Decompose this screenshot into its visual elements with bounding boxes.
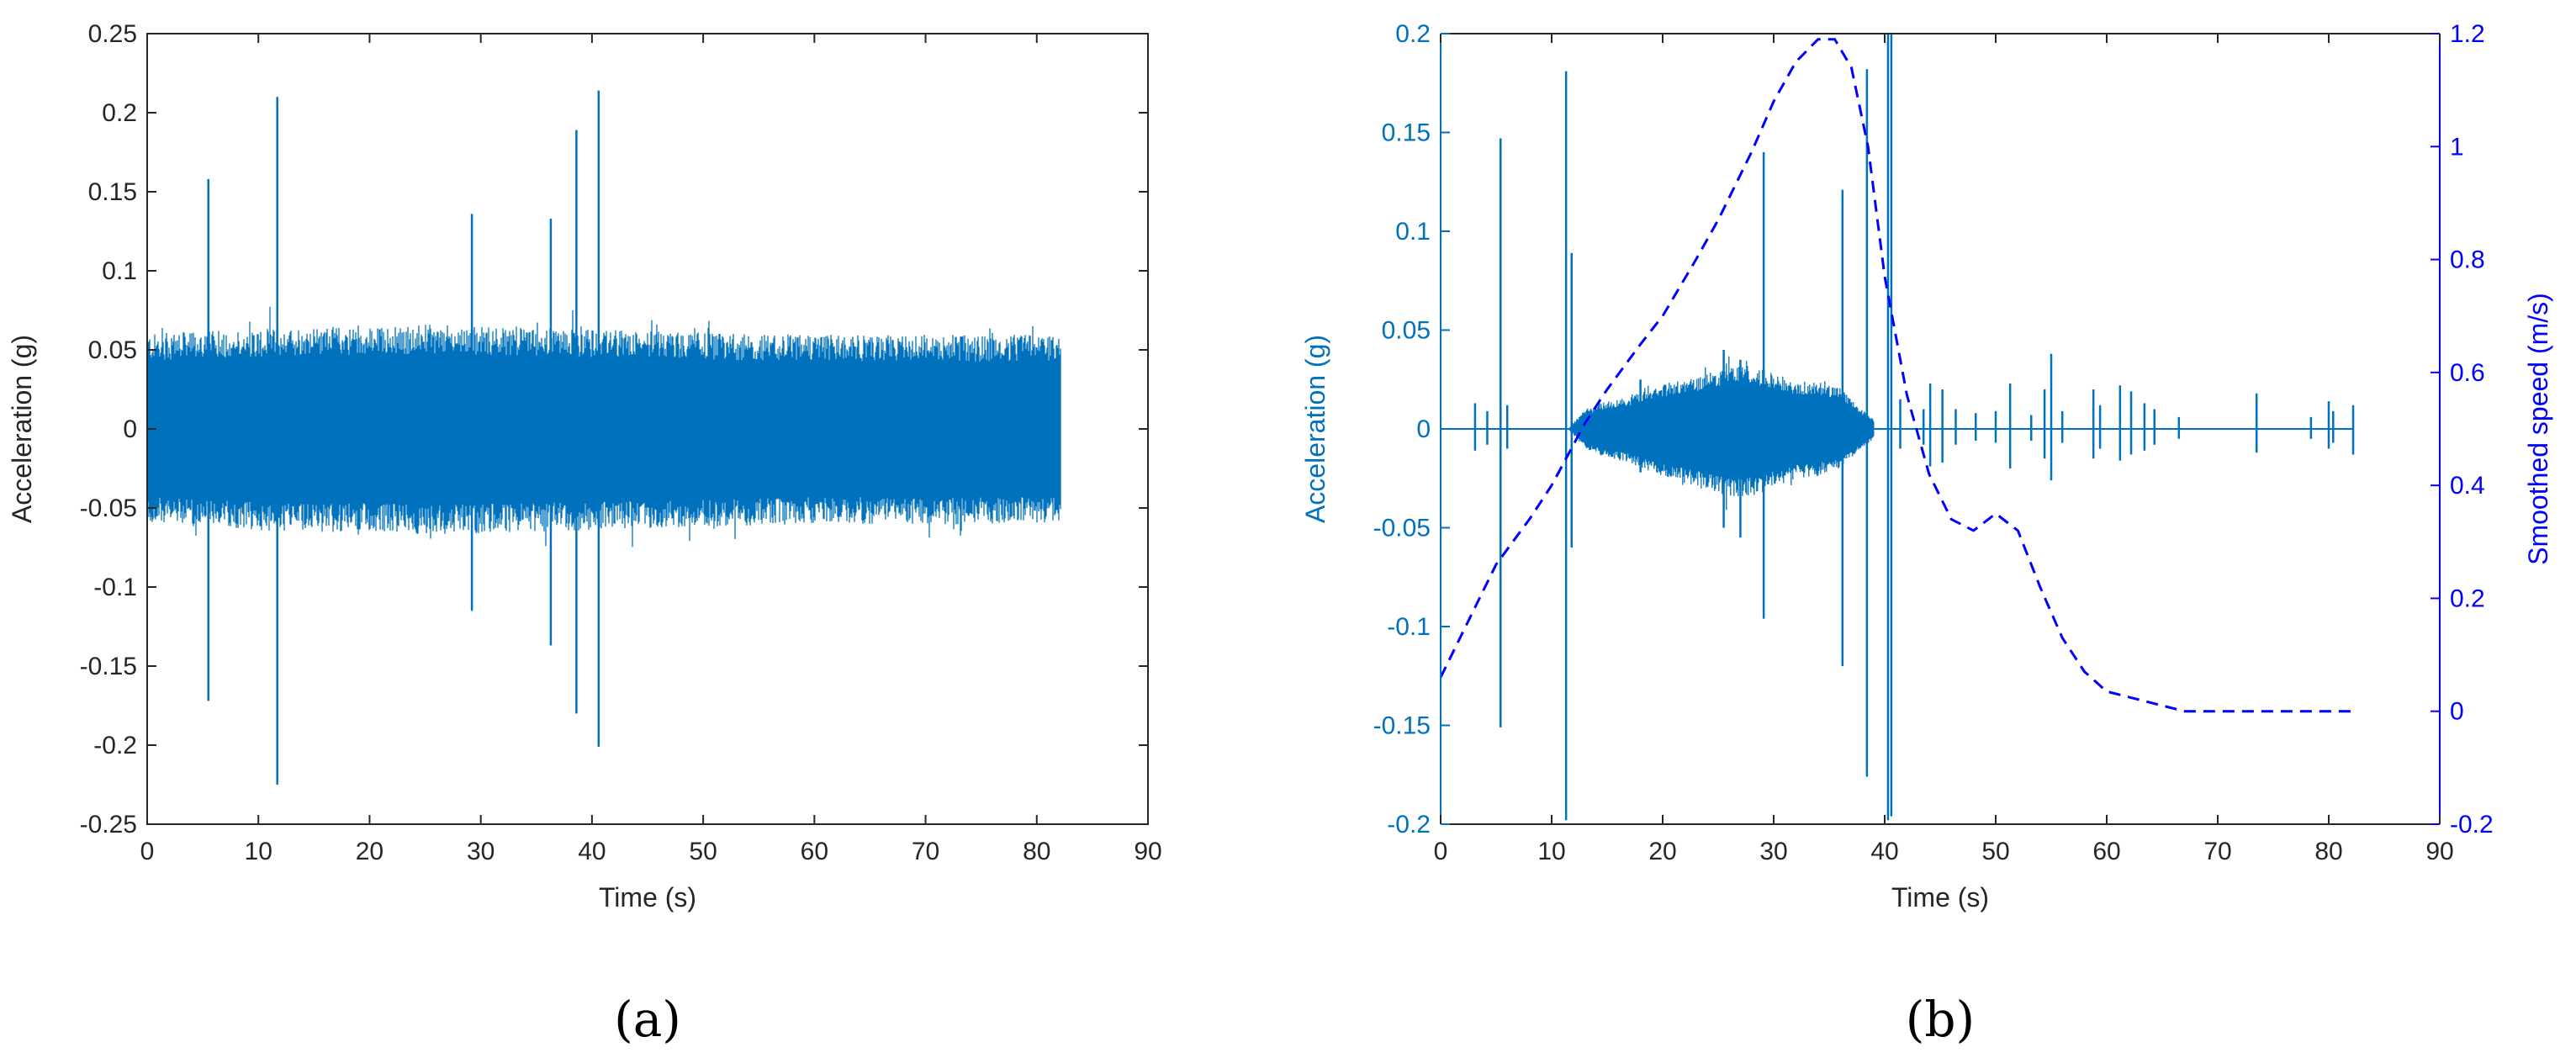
y-tick-label: -0.1 — [93, 574, 137, 601]
y-axis-ticks-a: -0.25 -0.2 -0.15 -0.1 -0.05 0 0.05 0.1 0.15 0.2 0.… — [80, 20, 1148, 838]
y-tick-label: 0.1 — [1395, 218, 1431, 246]
plot-area-b — [1439, 34, 2355, 821]
y-tick-label: 0.2 — [102, 99, 137, 127]
y-axis-label-a: Acceleration (g) — [7, 335, 37, 523]
y-tick-label: 0.15 — [1382, 119, 1431, 147]
x-tick-label: 40 — [578, 838, 606, 865]
x-tick-label: 50 — [689, 838, 717, 865]
speed-curve — [1439, 38, 2353, 713]
x-tick-label: 20 — [1648, 838, 1676, 865]
x-axis-label-b: Time (s) — [1891, 882, 1989, 913]
y-tick-label: -0.1 — [1387, 613, 1431, 641]
y-tick-label: -0.05 — [80, 495, 137, 522]
y2-tick-label: 1 — [2450, 133, 2464, 161]
y-tick-label: 0 — [123, 415, 137, 443]
y-tick-label: 0.05 — [88, 336, 137, 364]
x-tick-label: 80 — [1023, 838, 1050, 865]
y-tick-label: -0.15 — [80, 653, 137, 680]
y-tick-label: 0.05 — [1382, 317, 1431, 345]
x-tick-label: 0 — [1434, 838, 1448, 865]
y-tick-label: 0.1 — [102, 257, 137, 285]
x-tick-label: 30 — [467, 838, 495, 865]
y2-tick-label: 0.6 — [2450, 359, 2485, 387]
x-tick-label: 90 — [1134, 838, 1161, 865]
signal-trace — [146, 306, 1061, 548]
x-tick-label: 10 — [245, 838, 272, 865]
left-y-axis-label-b: Acceleration (g) — [1300, 335, 1330, 523]
y2-tick-label: 0.4 — [2450, 472, 2485, 500]
y2-tick-label: 1.2 — [2450, 20, 2485, 48]
plot-area-a — [146, 90, 1061, 785]
y-tick-label: 0 — [1416, 415, 1431, 443]
x-tick-label: 70 — [2203, 838, 2231, 865]
y2-tick-label: 0 — [2450, 698, 2464, 726]
y2-tick-label: 0.2 — [2450, 585, 2485, 612]
y-tick-label: -0.2 — [1387, 811, 1431, 838]
x-axis-ticks-a: 0 10 20 30 40 50 60 70 80 90 — [140, 34, 1162, 865]
y-tick-label: 0.2 — [1395, 20, 1431, 48]
x-tick-label: 20 — [356, 838, 383, 865]
signal-trace — [1568, 356, 1875, 510]
y-tick-label: -0.05 — [1373, 515, 1431, 542]
y-tick-label: -0.2 — [93, 732, 137, 759]
y-tick-label: 0.15 — [88, 178, 137, 206]
panel-label-b: (b) — [1906, 991, 1975, 1048]
x-tick-label: 70 — [912, 838, 939, 865]
chart-panel-b: 0 10 20 30 40 50 60 70 80 90 -0.2-0.15-0.1-0.0500… — [1300, 20, 2553, 1048]
chart-panel-a: 0 10 20 30 40 50 60 70 80 90 -0.25-0.2-0.15-0.1-0… — [7, 20, 1162, 1048]
right-y-axis-ticks-b: -0.2 0 0.2 0.4 0.6 0.8 1 1.2 — [2431, 20, 2494, 838]
right-y-axis-label-b: Smoothed speed (m/s) — [2523, 293, 2553, 565]
left-y-axis-ticks-b: -0.2 -0.15 -0.1 -0.05 0 0.05 0.1 0.15 0.2 — [1373, 20, 1450, 838]
y-tick-label: -0.25 — [80, 811, 137, 838]
x-tick-label: 60 — [2092, 838, 2120, 865]
x-tick-label: 0 — [140, 838, 155, 865]
y-tick-label: -0.15 — [1373, 712, 1431, 740]
x-tick-label: 90 — [2425, 838, 2453, 865]
y2-tick-label: -0.2 — [2450, 811, 2494, 838]
x-axis-label-a: Time (s) — [599, 882, 696, 913]
x-tick-label: 30 — [1759, 838, 1787, 865]
x-tick-label: 40 — [1870, 838, 1898, 865]
x-tick-label: 80 — [2314, 838, 2342, 865]
panel-label-a: (a) — [614, 991, 681, 1048]
x-axis-ticks-b: 0 10 20 30 40 50 60 70 80 90 — [1434, 34, 2454, 865]
x-tick-label: 10 — [1537, 838, 1565, 865]
x-tick-label: 60 — [801, 838, 828, 865]
y2-tick-label: 0.8 — [2450, 246, 2485, 274]
y-tick-label: 0.25 — [88, 20, 137, 48]
x-tick-label: 50 — [1981, 838, 2009, 865]
